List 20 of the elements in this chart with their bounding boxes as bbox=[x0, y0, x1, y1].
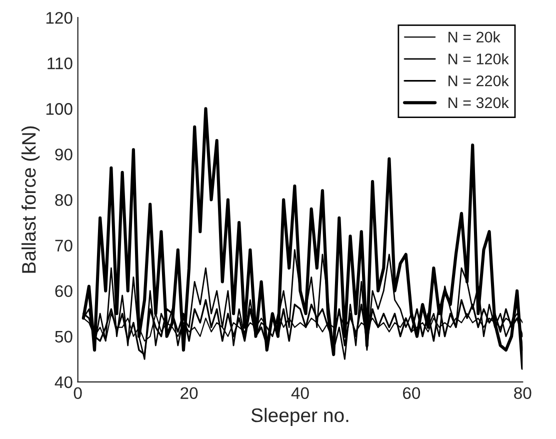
y-tick-label: 40 bbox=[54, 376, 72, 388]
legend-label: N = 220k bbox=[448, 75, 509, 86]
x-tick-label: 80 bbox=[514, 387, 532, 400]
y-axis-title: Ballast force (kN) bbox=[21, 126, 40, 273]
legend-label: N = 320k bbox=[448, 96, 509, 108]
x-axis-title: Sleeper no. bbox=[251, 408, 348, 426]
y-tick-label: 70 bbox=[55, 240, 72, 252]
y-tick-label: 110 bbox=[48, 58, 72, 70]
legend-label: N = 120k bbox=[448, 53, 509, 64]
y-tick-label: 90 bbox=[55, 148, 72, 160]
x-tick-label: 20 bbox=[180, 387, 198, 400]
y-tick-label: 50 bbox=[55, 330, 72, 343]
x-tick-label: 40 bbox=[291, 387, 309, 400]
y-tick-label: 100 bbox=[46, 103, 72, 115]
y-tick-label: 80 bbox=[55, 194, 72, 206]
legend-label: N = 20k bbox=[448, 31, 500, 43]
x-tick-label: 60 bbox=[403, 387, 420, 400]
y-tick-label: 120 bbox=[46, 12, 72, 24]
y-tick-label: 60 bbox=[55, 285, 72, 298]
x-tick-label: 0 bbox=[74, 387, 82, 400]
